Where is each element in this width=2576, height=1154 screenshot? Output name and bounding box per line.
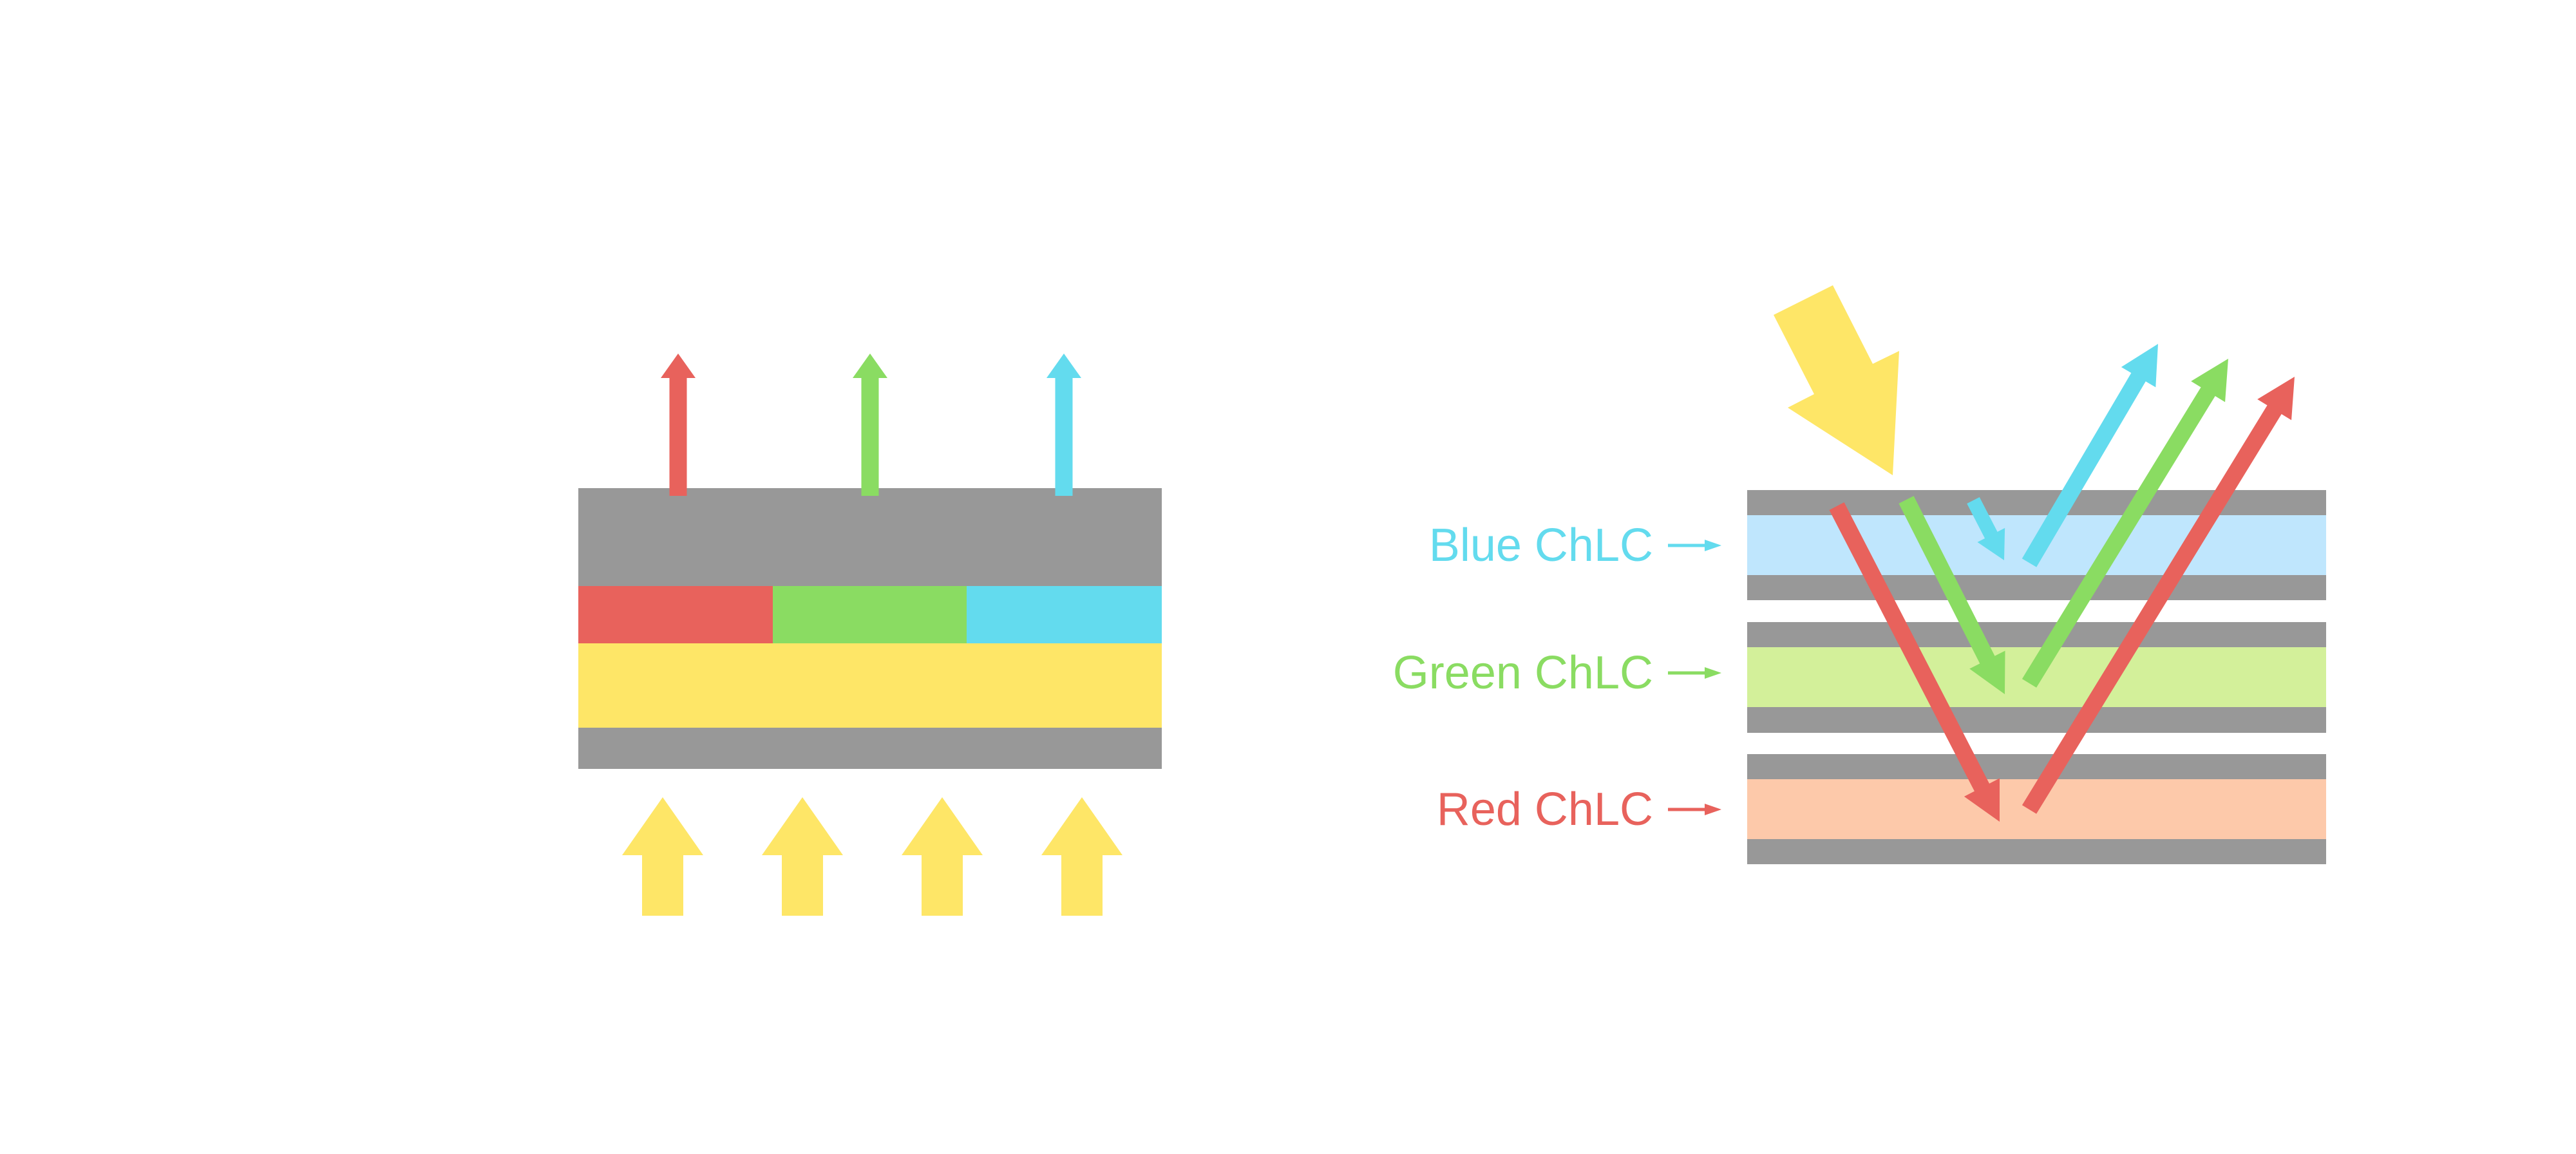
label-green-chlc: Green ChLC [1392, 647, 1653, 699]
blue-incident-arrow-icon [1967, 497, 2005, 560]
backlight-arrow-icon-1 [622, 797, 703, 916]
green-output-arrow-icon [853, 354, 887, 496]
backlight-arrow-icon-2 [762, 797, 843, 916]
red-output-arrow-icon [661, 354, 696, 496]
red-bottom-gray [1747, 839, 2326, 864]
cyan-filter [967, 586, 1162, 643]
blue-reflected-arrow-icon [2022, 344, 2158, 567]
green-top-gray [1747, 622, 2326, 647]
green-incident-arrow-icon [1899, 496, 2005, 694]
bottom-gray-layer [578, 728, 1162, 769]
green-filter [773, 586, 967, 643]
red-top-gray [1747, 754, 2326, 779]
red-filter [578, 586, 773, 643]
red-incident-arrow-icon [1829, 502, 2000, 822]
backlight-arrow-icon-4 [1041, 797, 1122, 916]
yellow-backlight-layer [578, 643, 1162, 728]
label-red-chlc: Red ChLC [1436, 784, 1653, 835]
red-label-arrow-icon [1668, 804, 1721, 815]
red-reflected-arrow-icon [2022, 377, 2295, 814]
blue-bottom-gray [1747, 575, 2326, 600]
green-bottom-gray [1747, 707, 2326, 733]
cyan-output-arrow-icon [1046, 354, 1081, 496]
blue-label-arrow-icon [1668, 540, 1721, 551]
green-label-arrow-icon [1668, 667, 1721, 679]
label-blue-chlc: Blue ChLC [1428, 520, 1653, 571]
top-gray-layer [578, 488, 1162, 586]
green-reflected-arrow-icon [2022, 359, 2228, 688]
backlight-arrow-icon-3 [902, 797, 983, 916]
incident-light-arrow-icon [1774, 285, 1899, 475]
